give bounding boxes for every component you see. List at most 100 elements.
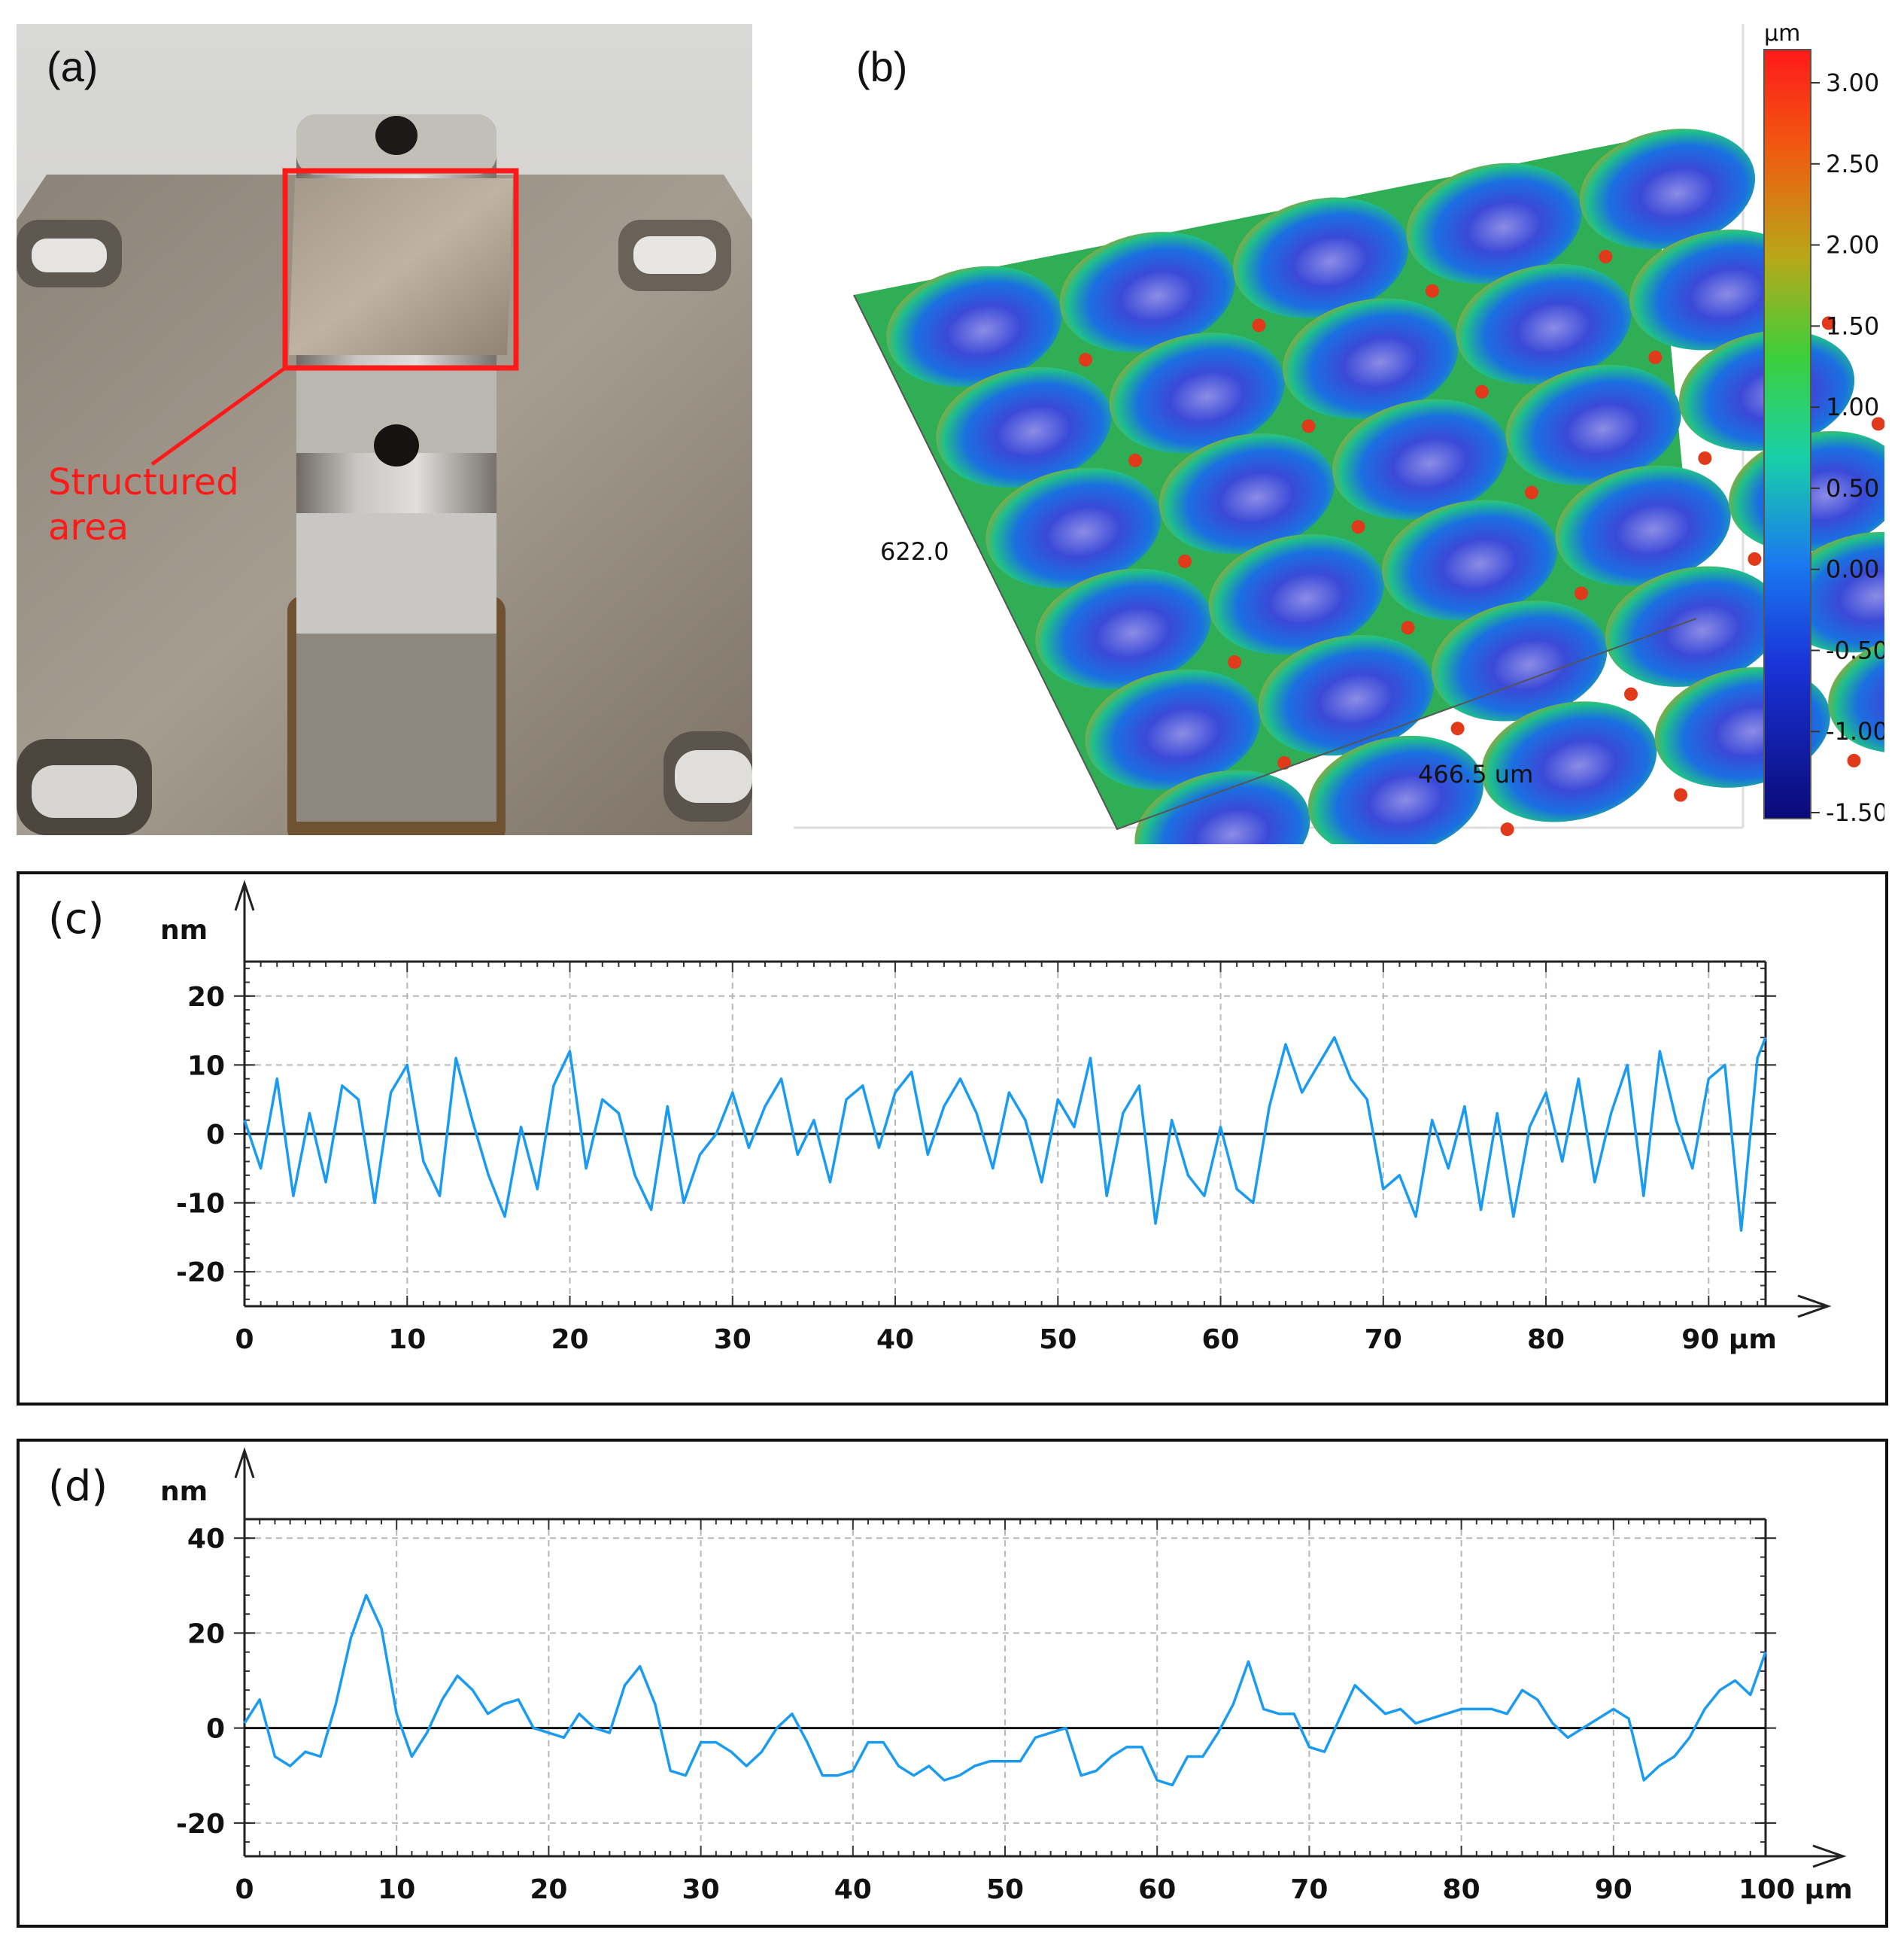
structured-area-box: [282, 168, 519, 371]
dimple: [1085, 669, 1261, 790]
dimple: [1134, 770, 1310, 844]
colorbar-tick-label: -1.00: [1826, 717, 1884, 746]
dimple-peak: [1425, 284, 1439, 298]
dimple: [1307, 735, 1483, 844]
dimple: [985, 467, 1162, 588]
profile-chart-c: (c) nm 20 10 0 -10 -20 0 10 20 30 40 50 60 70 80 90 μm: [17, 871, 1888, 1406]
panel-label: (c): [48, 895, 104, 944]
dimple: [1158, 433, 1335, 555]
dim-x-label: 466.5 um: [1418, 760, 1533, 789]
colorbar-tick-label: 1.50: [1826, 312, 1879, 340]
x-tick-label: 20: [551, 1324, 588, 1355]
dimple-peak: [1500, 822, 1514, 837]
dimple: [1283, 298, 1459, 419]
dimple: [936, 366, 1112, 488]
x-tick-label: 20: [530, 1874, 567, 1905]
dimple-peak: [1674, 788, 1688, 802]
dimple-peak: [1474, 384, 1489, 399]
x-tick-label: 90: [1595, 1874, 1632, 1905]
colorbar-tick-label: 1.00: [1826, 393, 1879, 421]
y-tick-label: 20: [187, 1618, 225, 1649]
profile-line: [243, 1594, 1767, 1787]
dimple: [1382, 500, 1558, 621]
dimple-peak: [1301, 419, 1316, 433]
colorbar: [1763, 49, 1811, 819]
dimple: [1109, 333, 1285, 454]
dimple-peak: [1078, 353, 1092, 367]
dimple-peak: [1698, 451, 1712, 465]
dimple: [1456, 263, 1632, 385]
panel-a-label: (a): [47, 43, 99, 90]
chart-frame: [17, 1439, 1888, 1928]
y-axis-label: nm: [160, 915, 208, 946]
profile-line: [243, 1036, 1767, 1232]
y-axis-arrow: [234, 1447, 255, 1479]
dimple: [1579, 129, 1756, 250]
colorbar-tick-label: -1.50: [1826, 798, 1884, 827]
y-tick-label: 0: [206, 1120, 225, 1150]
y-tick-label: 20: [187, 982, 225, 1013]
dimple-peak: [1351, 520, 1365, 534]
dimple: [1258, 634, 1434, 756]
x-tick-label: 50: [1039, 1324, 1077, 1355]
y-tick-label: -20: [176, 1809, 225, 1840]
x-axis-arrow: [1797, 1294, 1832, 1318]
profile-chart-d: (d) nm 40 20 0 -20 0 10 20 30 40 50 60 70 80 90 100 μm: [17, 1439, 1888, 1928]
x-tick-label: 10: [388, 1324, 426, 1355]
dimple-peak: [1648, 351, 1663, 365]
x-tick-label: 70: [1365, 1324, 1402, 1355]
structured-area-pointer: [150, 366, 287, 467]
x-tick-label: 70: [1290, 1874, 1328, 1905]
x-tick-label: 50: [986, 1874, 1024, 1905]
x-tick-label: 0: [235, 1874, 254, 1905]
dimple: [1629, 229, 1805, 351]
colorbar-tick-label: 0.50: [1826, 474, 1879, 503]
dimple-peak: [1599, 250, 1613, 264]
dimple: [1332, 399, 1508, 520]
dim-y-label: 622.0: [880, 537, 949, 566]
x-tick-label: 60: [1138, 1874, 1176, 1905]
panel-b-label: (b): [856, 43, 908, 90]
colorbar-unit: µm: [1764, 24, 1800, 47]
dimple: [1555, 465, 1731, 586]
dimple: [1208, 533, 1384, 655]
structured-area-label: Structured: [48, 461, 239, 503]
dimple-peak: [1821, 316, 1836, 330]
colorbar-tick-label: 2.50: [1826, 150, 1879, 178]
dimple: [1605, 566, 1781, 687]
y-axis-arrow: [234, 880, 255, 911]
dimple-peak: [1871, 417, 1884, 431]
dimple: [1481, 701, 1657, 822]
x-tick-label: 80: [1527, 1324, 1565, 1355]
dimple: [1828, 632, 1884, 754]
dimple: [1233, 197, 1409, 318]
dimple: [1035, 568, 1211, 689]
dimple-peak: [1450, 722, 1465, 736]
dimple-peak: [1228, 655, 1242, 669]
x-axis-arrow: [1812, 1844, 1847, 1868]
x-tick-label: 30: [714, 1324, 752, 1355]
dimple: [1778, 531, 1884, 653]
colorbar-tick-label: 0.00: [1826, 555, 1879, 584]
dimple: [1432, 600, 1608, 722]
x-tick-label: 30: [682, 1874, 720, 1905]
y-tick-label: -10: [176, 1189, 225, 1220]
x-tick-label: 40: [834, 1874, 872, 1905]
dimple-peak: [1847, 753, 1861, 767]
dimple-peak: [1252, 318, 1266, 333]
colorbar-tick-label: -0.50: [1826, 636, 1884, 664]
dimple: [1505, 364, 1681, 485]
panel-label: (d): [48, 1462, 108, 1511]
dimple: [1406, 163, 1582, 284]
y-axis-label: nm: [160, 1476, 208, 1507]
colorbar-tick-label: 3.00: [1826, 68, 1879, 97]
x-tick-label: 100 μm: [1739, 1874, 1853, 1905]
dimple-peak: [1524, 485, 1538, 500]
dimple: [886, 266, 1062, 387]
colorbar-tick-label: 2.00: [1826, 231, 1879, 260]
dimple-peak: [1574, 586, 1588, 600]
dimple-peak: [1748, 552, 1762, 566]
structured-area-label-2: area: [48, 506, 129, 549]
x-tick-label: 60: [1201, 1324, 1239, 1355]
x-tick-label: 40: [876, 1324, 914, 1355]
